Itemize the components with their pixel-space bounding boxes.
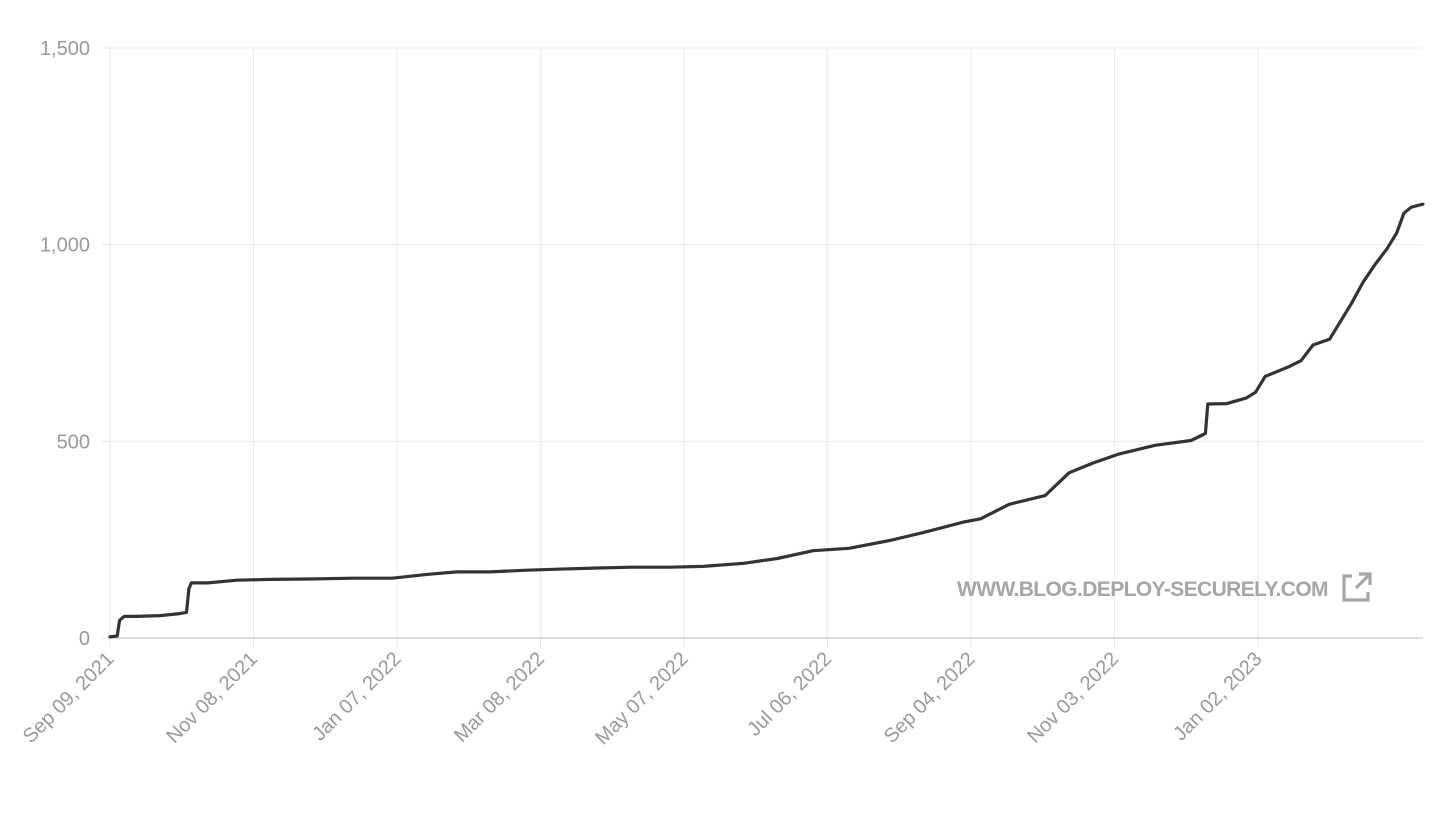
x-tick-label: Jan 07, 2022 [308,648,405,745]
series-line [108,202,1425,639]
external-link-icon[interactable] [1338,570,1374,611]
x-tick-label: Sep 09, 2021 [19,648,119,748]
x-tick-label: Sep 04, 2022 [880,648,980,748]
watermark[interactable]: WWW.BLOG.DEPLOY-SECURELY.COM [957,570,1374,610]
y-tick-label: 1,500 [40,38,90,60]
y-axis-tick-labels: 0 500 1,000 1,500 [40,38,90,650]
y-tick-label: 500 [57,431,90,453]
x-tick-label: Nov 08, 2021 [162,648,262,748]
chart-axes [102,47,1423,647]
chart-grid [110,47,1423,638]
x-axis-tick-labels: Sep 09, 2021 Nov 08, 2021 Jan 07, 2022 Mar … [19,648,1267,749]
watermark-text: WWW.BLOG.DEPLOY-SECURELY.COM [957,578,1329,601]
x-tick-label: May 07, 2022 [591,648,692,749]
x-tick-label: Mar 08, 2022 [450,648,549,747]
x-tick-label: Jan 02, 2023 [1169,648,1266,745]
x-tick-label: Nov 03, 2022 [1023,648,1123,748]
y-tick-label: 1,000 [40,235,90,257]
y-tick-label: 0 [79,628,90,650]
chart-series [108,202,1425,639]
x-tick-label: Jul 06, 2022 [743,648,836,741]
